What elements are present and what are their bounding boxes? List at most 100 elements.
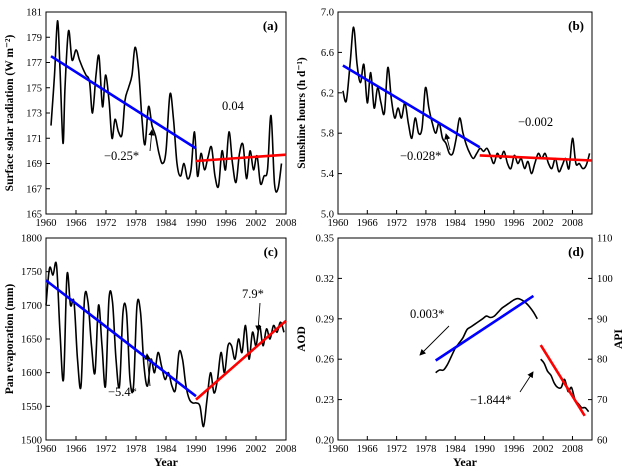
y-tick-label: 0.32 — [316, 274, 334, 285]
x-tick-label: 1978 — [126, 444, 147, 455]
x-tick-label: 2008 — [276, 218, 297, 229]
x-tick-label: 1966 — [66, 218, 87, 229]
x-tick-label: 1972 — [96, 218, 117, 229]
trend-line-red — [479, 154, 593, 162]
y-tick-label: 5.0 — [321, 210, 334, 221]
trend-line-blue — [342, 64, 481, 149]
panel-label: (a) — [263, 18, 278, 33]
x-tick-label: 1960 — [328, 218, 349, 229]
trend-annotation: −0.002 — [518, 115, 553, 129]
y-tick-label: 177 — [26, 58, 42, 69]
x-tick-label: 2002 — [246, 218, 267, 229]
x-tick-label: 1960 — [36, 218, 57, 229]
x-tick-label: 1990 — [474, 444, 495, 455]
y-tick-label: 1500 — [21, 436, 42, 447]
annotation-arrow — [419, 325, 450, 356]
x-tick-label: 2002 — [533, 444, 554, 455]
y-tick-label: 0.20 — [316, 436, 334, 447]
y-axis-label: Sunshine hours (h d⁻¹) — [296, 57, 308, 169]
data-series-line — [540, 358, 590, 413]
y-tick-label: 6.2 — [321, 88, 334, 99]
y-right-tick-label: 80 — [597, 355, 608, 366]
trend-annotation: 0.04 — [222, 99, 245, 113]
x-axis-label: Year — [154, 455, 179, 469]
x-tick-label: 1984 — [445, 218, 467, 229]
panel-d: 1960 1966 1972 1978 1984 1990 1996 2002 2008 0.20… — [296, 234, 625, 470]
x-tick-label: 1984 — [156, 444, 178, 455]
panel-label: (d) — [568, 244, 584, 259]
x-tick-label: 1996 — [503, 218, 524, 229]
plot-frame — [337, 11, 593, 215]
panel-label: (c) — [264, 244, 278, 259]
x-tick-label: 1990 — [186, 218, 207, 229]
trend-annotation: 7.9* — [242, 287, 264, 301]
x-tick-label: 1984 — [445, 444, 467, 455]
y-tick-label: 173 — [26, 109, 42, 120]
y-tick-label: 7.0 — [321, 8, 334, 19]
x-tick-label: 2008 — [562, 444, 583, 455]
trend-annotation: −0.25* — [104, 149, 139, 163]
data-series-line — [435, 297, 538, 374]
y-right-tick-label: 100 — [597, 274, 613, 285]
y-tick-label: 0.29 — [316, 314, 334, 325]
x-tick-label: 1966 — [357, 444, 378, 455]
trend-annotation: −1.844* — [470, 393, 511, 407]
trend-line-blue — [45, 279, 197, 398]
y-tick-label: 0.23 — [316, 395, 334, 406]
annotation-arrow — [144, 353, 151, 387]
y-tick-label: 1750 — [21, 267, 42, 278]
x-tick-label: 1972 — [96, 444, 117, 455]
annotation-arrow — [255, 302, 262, 332]
data-series-line — [50, 19, 283, 193]
x-tick-label: 2002 — [533, 218, 554, 229]
x-tick-label: 1960 — [328, 444, 349, 455]
trend-line-red — [195, 153, 287, 163]
x-tick-label: 1984 — [156, 218, 178, 229]
data-series-line — [342, 26, 591, 175]
x-tick-label: 1966 — [66, 444, 87, 455]
y-tick-label: 181 — [26, 8, 42, 19]
x-tick-label: 1972 — [386, 444, 407, 455]
x-tick-label: 1990 — [474, 218, 495, 229]
x-tick-label: 2008 — [276, 444, 297, 455]
x-tick-label: 1978 — [415, 218, 436, 229]
y-tick-label: 1800 — [21, 234, 42, 245]
plot-frame — [45, 237, 287, 441]
y-right-tick-label: 70 — [597, 395, 608, 406]
trend-line-red — [539, 344, 586, 417]
y-right-tick-label: 90 — [597, 314, 608, 325]
y-tick-label: 169 — [26, 159, 42, 170]
annotation-arrow — [519, 371, 534, 393]
x-tick-label: 1996 — [216, 444, 237, 455]
panel-b: 1960 1966 1972 1978 1984 1990 1996 2002 2008 5.0 5… — [296, 8, 593, 229]
y-tick-label: 5.4 — [321, 169, 335, 180]
y-tick-label: 1700 — [21, 301, 42, 312]
trend-line-blue — [434, 294, 535, 362]
x-tick-label: 1978 — [415, 444, 436, 455]
x-tick-label: 1966 — [357, 218, 378, 229]
x-axis-label: Year — [453, 455, 478, 469]
x-tick-label: 1960 — [36, 444, 57, 455]
panel-label: (b) — [568, 18, 584, 33]
y-axis-label: Pan evaporation (mm) — [4, 284, 16, 395]
trend-annotation: −5.4* — [108, 385, 137, 399]
x-tick-label: 1996 — [503, 444, 524, 455]
plot-frame — [337, 237, 593, 441]
y-tick-label: 0.35 — [316, 234, 334, 245]
y-tick-label: 167 — [26, 184, 42, 195]
annotation-arrow — [148, 129, 155, 152]
panel-c: 1960 1966 1972 1978 1984 1990 1996 2002 2008 1500… — [4, 234, 297, 470]
trend-line-blue — [50, 55, 197, 150]
y-right-tick-label: 110 — [597, 234, 612, 245]
y-tick-label: 6.6 — [321, 48, 334, 59]
y-axis-label: Surface solar radiation (W m⁻²) — [4, 35, 16, 192]
trend-line-red — [195, 319, 287, 401]
x-tick-label: 1978 — [126, 218, 147, 229]
x-tick-label: 2002 — [246, 444, 267, 455]
y-tick-label: 175 — [26, 83, 42, 94]
y-tick-label: 1550 — [21, 402, 42, 413]
trend-annotation: −0.028* — [400, 149, 441, 163]
y-tick-label: 0.26 — [316, 355, 334, 366]
plot-frame — [45, 11, 287, 215]
